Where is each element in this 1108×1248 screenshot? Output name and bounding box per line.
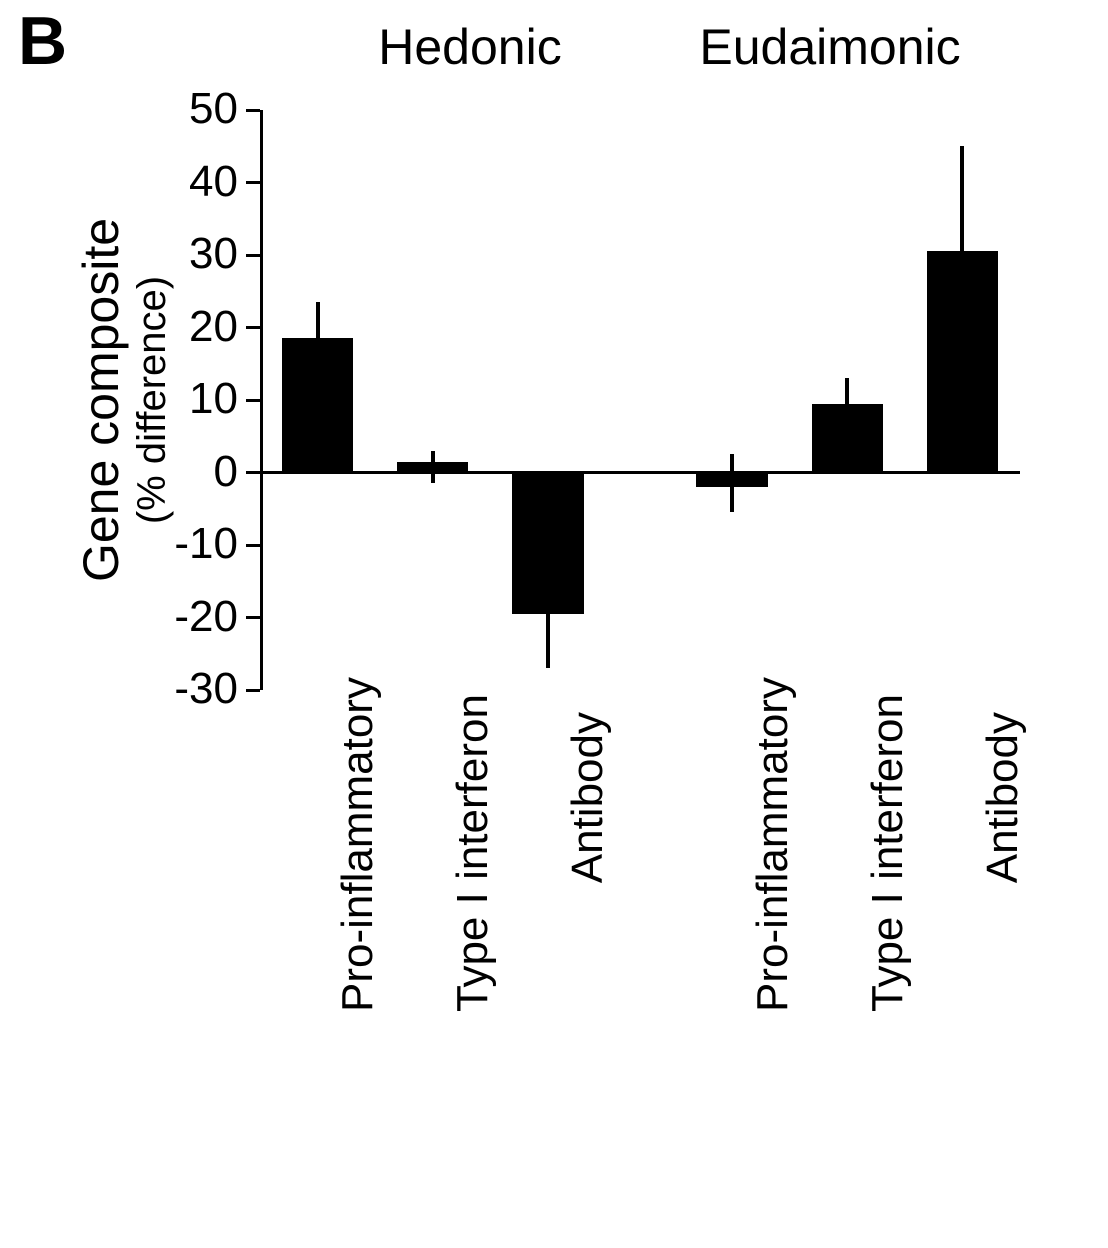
error-bar xyxy=(845,378,849,403)
error-bar xyxy=(316,302,320,338)
y-tick xyxy=(246,326,260,329)
error-bar xyxy=(546,614,550,668)
y-tick xyxy=(246,109,260,112)
y-tick xyxy=(246,181,260,184)
y-axis-label-line1: Gene composite xyxy=(72,110,130,690)
x-category-label: Pro-inflammatory xyxy=(333,712,383,1012)
x-category-label: Antibody xyxy=(978,712,1028,1012)
zero-line xyxy=(260,471,1020,474)
bar-hedonic-pro-inflammatory xyxy=(282,338,353,472)
x-category-label: Type I interferon xyxy=(863,712,913,1012)
y-tick-label: 30 xyxy=(128,229,238,279)
bar-eudaimonic-type-i-interferon xyxy=(812,404,883,473)
y-tick-label: 50 xyxy=(128,84,238,134)
group-label-eudaimonic: Eudaimonic xyxy=(680,18,980,76)
y-tick-label: 20 xyxy=(128,302,238,352)
y-tick xyxy=(246,254,260,257)
y-tick xyxy=(246,689,260,692)
y-tick xyxy=(246,399,260,402)
figure-panel-B: B Hedonic Eudaimonic Gene composite (% d… xyxy=(0,0,1108,1248)
group-label-hedonic: Hedonic xyxy=(350,18,590,76)
y-tick-label: 10 xyxy=(128,374,238,424)
y-axis-spine xyxy=(260,110,263,690)
x-category-label: Antibody xyxy=(563,712,613,1012)
y-tick xyxy=(246,471,260,474)
error-bar xyxy=(730,454,734,512)
y-tick xyxy=(246,544,260,547)
panel-letter: B xyxy=(18,2,67,80)
error-bar xyxy=(960,146,964,251)
y-tick-label: -10 xyxy=(128,519,238,569)
y-tick-label: 0 xyxy=(128,447,238,497)
x-category-label: Pro-inflammatory xyxy=(748,712,798,1012)
bar-eudaimonic-antibody xyxy=(927,251,998,472)
error-bar xyxy=(431,451,435,484)
y-tick-label: 40 xyxy=(128,157,238,207)
x-category-label: Type I interferon xyxy=(448,712,498,1012)
bar-chart: -30-20-1001020304050Pro-inflammatoryType… xyxy=(260,110,1020,690)
y-tick xyxy=(246,616,260,619)
y-tick-label: -20 xyxy=(128,592,238,642)
bar-hedonic-antibody xyxy=(512,473,583,614)
y-tick-label: -30 xyxy=(128,664,238,714)
